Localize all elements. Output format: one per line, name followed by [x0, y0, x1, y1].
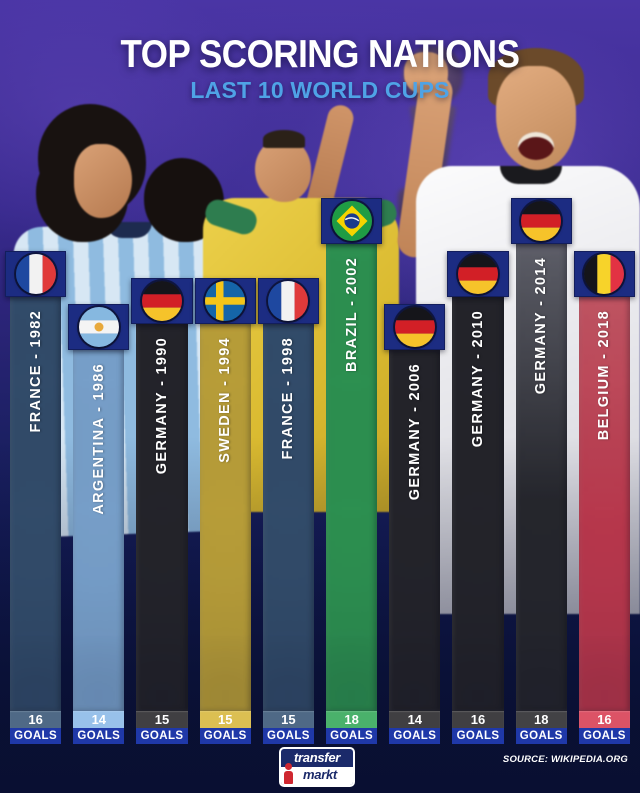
- goals-value: 15: [136, 711, 188, 728]
- logo-mascot-icon: [284, 763, 294, 785]
- bar-label: BRAZIL - 2002: [343, 257, 360, 372]
- page-subtitle: LAST 10 WORLD CUPS: [190, 77, 450, 103]
- bar: FRANCE - 1998: [262, 323, 315, 711]
- belgium-flag-icon: [584, 254, 625, 294]
- goals-value: 14: [389, 711, 441, 728]
- france-flag-icon: [15, 254, 56, 294]
- bar-cap: [131, 277, 193, 324]
- mueller-mouth: [518, 132, 554, 160]
- bar-cap: [194, 277, 256, 324]
- bar-label: SWEDEN - 1994: [217, 336, 234, 463]
- bar-column-1990: GERMANY - 1990 15 GOALS: [131, 277, 193, 744]
- ronaldo-fringe: [263, 130, 305, 148]
- goals-value: 16: [452, 711, 504, 728]
- goals-value: 15: [199, 711, 251, 728]
- bar-column-2002: BRAZIL - 2002 18 GOALS: [321, 198, 383, 744]
- bar: BELGIUM - 2018: [578, 297, 631, 711]
- mascot-body: [284, 771, 293, 784]
- bar-cap: [447, 251, 509, 297]
- bar-label: GERMANY - 1990: [154, 336, 170, 474]
- bar: SWEDEN - 1994: [199, 323, 251, 711]
- france-flag-icon: [268, 280, 309, 321]
- goals-caption: GOALS: [73, 728, 125, 744]
- bar-column-1982: FRANCE - 1982 16 GOALS: [5, 251, 67, 744]
- page-title: TOP SCORING NATIONS: [120, 33, 520, 76]
- goals-caption: GOALS: [262, 728, 315, 744]
- bar-label: BELGIUM - 2018: [596, 310, 613, 441]
- goals-value: 18: [515, 711, 567, 728]
- bar: BRAZIL - 2002: [326, 244, 378, 711]
- bar-column-1986: ARGENTINA - 1986 14 GOALS: [68, 304, 130, 744]
- argentina-flag-icon: [78, 307, 119, 347]
- bar-cap: [510, 198, 572, 244]
- mascot-head: [285, 763, 292, 770]
- bar-label: GERMANY - 2006: [406, 363, 423, 501]
- bar: GERMANY - 2010: [452, 297, 504, 711]
- germany-flag-icon: [142, 280, 182, 321]
- goals-caption: GOALS: [136, 728, 188, 744]
- bar-column-2014: GERMANY - 2014 18 GOALS: [510, 198, 572, 744]
- transfermarkt-logo: transfer markt: [279, 747, 355, 787]
- bar: ARGENTINA - 1986: [73, 350, 125, 711]
- bar-label: ARGENTINA - 1986: [90, 363, 107, 515]
- bar-cap: [68, 304, 130, 350]
- bar-cap: [384, 304, 446, 350]
- goals-value: 18: [326, 711, 378, 728]
- goals-caption: GOALS: [199, 728, 251, 744]
- source-credit: SOURCE: WIKIPEDIA.ORG: [502, 754, 628, 765]
- goals-caption: GOALS: [452, 728, 504, 744]
- brazil-flag-icon: [331, 201, 372, 241]
- goals-value: 16: [578, 711, 631, 728]
- bar-column-1994: SWEDEN - 1994 15 GOALS: [194, 277, 256, 744]
- bar-column-1998: FRANCE - 1998 15 GOALS: [257, 277, 320, 744]
- goals-caption: GOALS: [515, 728, 567, 744]
- bar-cap: [573, 251, 636, 297]
- bar-cap: [5, 251, 67, 297]
- bar: GERMANY - 2006: [389, 350, 441, 711]
- bar-column-2006: GERMANY - 2006 14 GOALS: [384, 304, 446, 744]
- bar: GERMANY - 1990: [136, 323, 188, 711]
- goals-caption: GOALS: [389, 728, 441, 744]
- goals-caption: GOALS: [578, 728, 631, 744]
- bar-cap: [257, 277, 320, 324]
- bar-label: FRANCE - 1982: [27, 310, 44, 433]
- goals-value: 14: [73, 711, 125, 728]
- bar-cap: [321, 198, 383, 244]
- goals-caption: GOALS: [326, 728, 378, 744]
- goals-value: 16: [10, 711, 62, 728]
- germany-flag-icon: [394, 307, 435, 347]
- bar-label: GERMANY - 2010: [470, 310, 487, 448]
- bar: GERMANY - 2014: [515, 244, 567, 711]
- goals-caption: GOALS: [10, 728, 62, 744]
- sweden-flag-icon: [205, 280, 246, 321]
- bar-label: FRANCE - 1998: [280, 336, 297, 459]
- bar-column-2018: BELGIUM - 2018 16 GOALS: [573, 251, 636, 744]
- germany-flag-icon: [521, 201, 562, 241]
- goals-value: 15: [262, 711, 315, 728]
- bar-label: GERMANY - 2014: [533, 257, 550, 395]
- chart: FRANCE - 1982 16 GOALS ARGENTINA - 1986 14 GO…: [5, 198, 636, 744]
- bar-column-2010: GERMANY - 2010 16 GOALS: [447, 251, 509, 744]
- bar: FRANCE - 1982: [10, 297, 62, 711]
- germany-flag-icon: [458, 254, 499, 294]
